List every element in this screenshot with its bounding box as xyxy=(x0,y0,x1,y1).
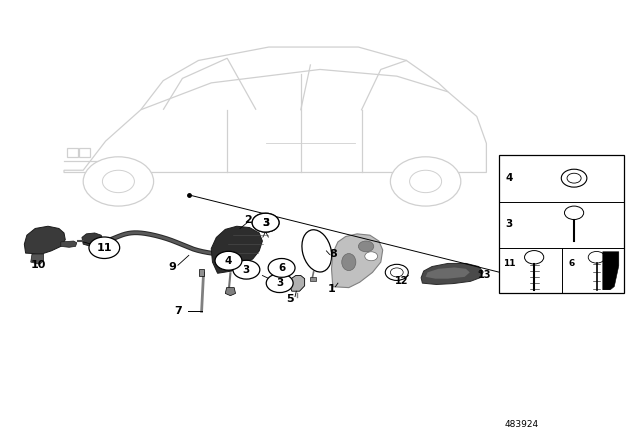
Text: 4: 4 xyxy=(505,173,513,183)
Polygon shape xyxy=(421,263,483,284)
Circle shape xyxy=(233,260,260,279)
Bar xyxy=(199,269,204,276)
Text: 4: 4 xyxy=(225,256,232,266)
Text: 6: 6 xyxy=(278,263,285,273)
Text: 3: 3 xyxy=(276,278,284,288)
Ellipse shape xyxy=(342,254,356,271)
Text: 11: 11 xyxy=(502,258,515,267)
Circle shape xyxy=(390,157,461,206)
Text: 3: 3 xyxy=(262,218,269,228)
Text: 10: 10 xyxy=(31,260,46,270)
Circle shape xyxy=(102,170,134,193)
Circle shape xyxy=(588,251,605,263)
FancyBboxPatch shape xyxy=(499,155,624,293)
Text: 2: 2 xyxy=(244,215,252,224)
Circle shape xyxy=(385,264,408,280)
Text: 3: 3 xyxy=(505,219,513,229)
Polygon shape xyxy=(61,241,77,247)
Text: 13: 13 xyxy=(478,270,492,280)
Polygon shape xyxy=(211,226,262,273)
Polygon shape xyxy=(426,267,470,279)
Circle shape xyxy=(268,258,295,277)
Text: 3: 3 xyxy=(243,265,250,275)
Polygon shape xyxy=(289,276,305,291)
Circle shape xyxy=(252,213,279,232)
Text: 483924: 483924 xyxy=(504,420,539,429)
Circle shape xyxy=(215,251,242,270)
Text: 11: 11 xyxy=(97,243,112,253)
Text: 1: 1 xyxy=(328,284,335,294)
Circle shape xyxy=(390,268,403,277)
Polygon shape xyxy=(31,254,44,264)
Circle shape xyxy=(525,250,544,264)
Circle shape xyxy=(252,213,279,232)
Circle shape xyxy=(266,274,293,293)
Ellipse shape xyxy=(302,230,332,272)
Circle shape xyxy=(83,157,154,206)
Text: 7: 7 xyxy=(174,306,182,316)
Circle shape xyxy=(567,173,581,183)
Text: 12: 12 xyxy=(394,276,408,286)
Circle shape xyxy=(358,241,374,252)
Text: 5: 5 xyxy=(286,294,294,304)
Text: 9: 9 xyxy=(169,262,177,271)
Text: 6: 6 xyxy=(569,258,575,267)
Circle shape xyxy=(561,169,587,187)
Circle shape xyxy=(564,206,584,220)
Text: 3: 3 xyxy=(262,218,269,228)
Polygon shape xyxy=(24,226,65,254)
Polygon shape xyxy=(332,234,383,288)
Text: 8: 8 xyxy=(329,250,337,259)
Circle shape xyxy=(89,237,120,258)
Circle shape xyxy=(365,252,378,261)
Bar xyxy=(310,277,316,281)
Circle shape xyxy=(410,170,442,193)
Polygon shape xyxy=(603,252,619,291)
Polygon shape xyxy=(225,288,236,296)
Polygon shape xyxy=(82,233,104,246)
